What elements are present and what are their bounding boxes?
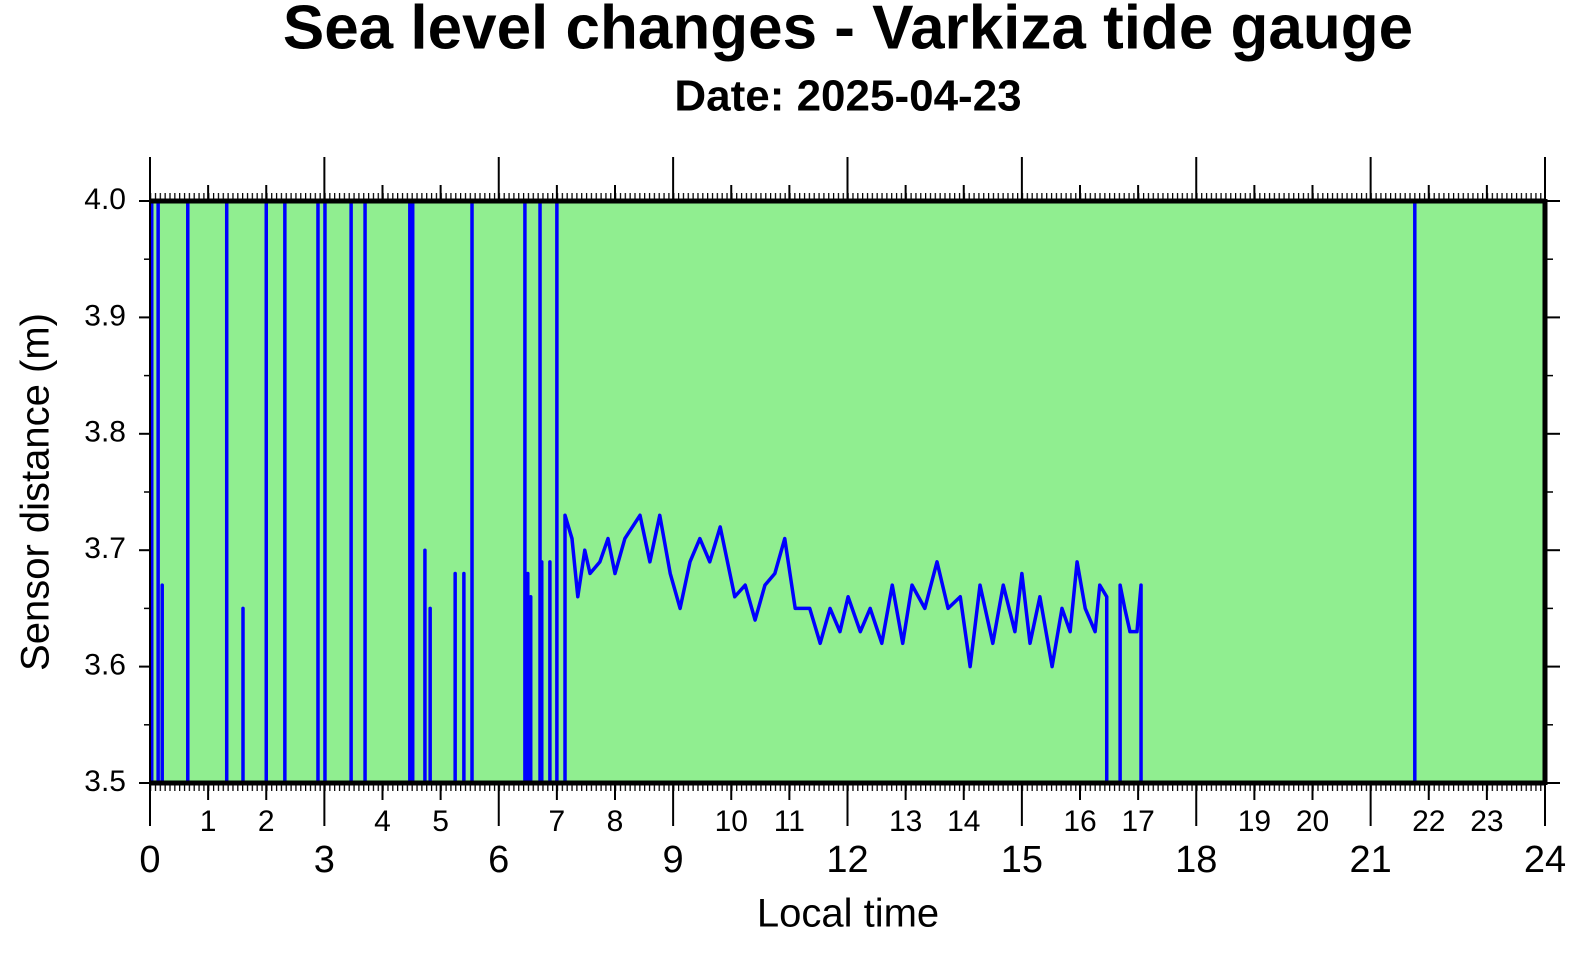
x-minor-tick-label: 22 (1412, 805, 1445, 838)
x-axis-label: Local time (757, 892, 939, 936)
y-tick-label: 3.5 (84, 765, 126, 798)
x-tick-label: 21 (1349, 839, 1391, 881)
x-minor-tick-label: 13 (889, 805, 922, 838)
x-tick-label: 6 (488, 839, 509, 881)
x-minor-tick-label: 16 (1063, 805, 1096, 838)
x-minor-tick-label: 17 (1121, 805, 1154, 838)
y-tick-label: 4.0 (84, 183, 126, 216)
x-minor-tick-label: 10 (715, 805, 748, 838)
y-axis-label: Sensor distance (m) (14, 313, 58, 671)
plot-background (150, 201, 1545, 783)
x-minor-tick-label: 7 (549, 805, 566, 838)
x-tick-label: 3 (314, 839, 335, 881)
y-tick-label: 3.7 (84, 532, 126, 565)
x-tick-label: 24 (1524, 839, 1566, 881)
y-tick-label: 3.9 (84, 299, 126, 332)
x-minor-tick-label: 19 (1238, 805, 1271, 838)
x-minor-tick-label: 23 (1470, 805, 1503, 838)
x-minor-tick-label: 14 (947, 805, 980, 838)
x-tick-label: 12 (826, 839, 868, 881)
chart-title: Sea level changes - Varkiza tide gauge (283, 0, 1413, 62)
x-minor-tick-label: 4 (374, 805, 391, 838)
x-minor-tick-label: 2 (258, 805, 275, 838)
x-minor-tick-label: 20 (1296, 805, 1329, 838)
axes: 3.53.63.73.83.94.00 3 6 9 12 15 18 21 241 2 4 5 7 8 10… (84, 157, 1566, 881)
x-tick-label: 9 (663, 839, 684, 881)
x-minor-tick-label: 11 (774, 805, 805, 838)
x-tick-label: 18 (1175, 839, 1217, 881)
x-tick-label: 15 (1001, 839, 1043, 881)
x-minor-tick-label: 1 (200, 805, 217, 838)
data-line (150, 199, 1417, 785)
y-tick-label: 3.8 (84, 416, 126, 449)
x-minor-tick-label: 8 (607, 805, 624, 838)
y-tick-label: 3.6 (84, 649, 126, 682)
x-minor-tick-label: 5 (432, 805, 449, 838)
x-tick-label: 0 (139, 839, 160, 881)
chart-subtitle: Date: 2025-04-23 (674, 72, 1021, 121)
